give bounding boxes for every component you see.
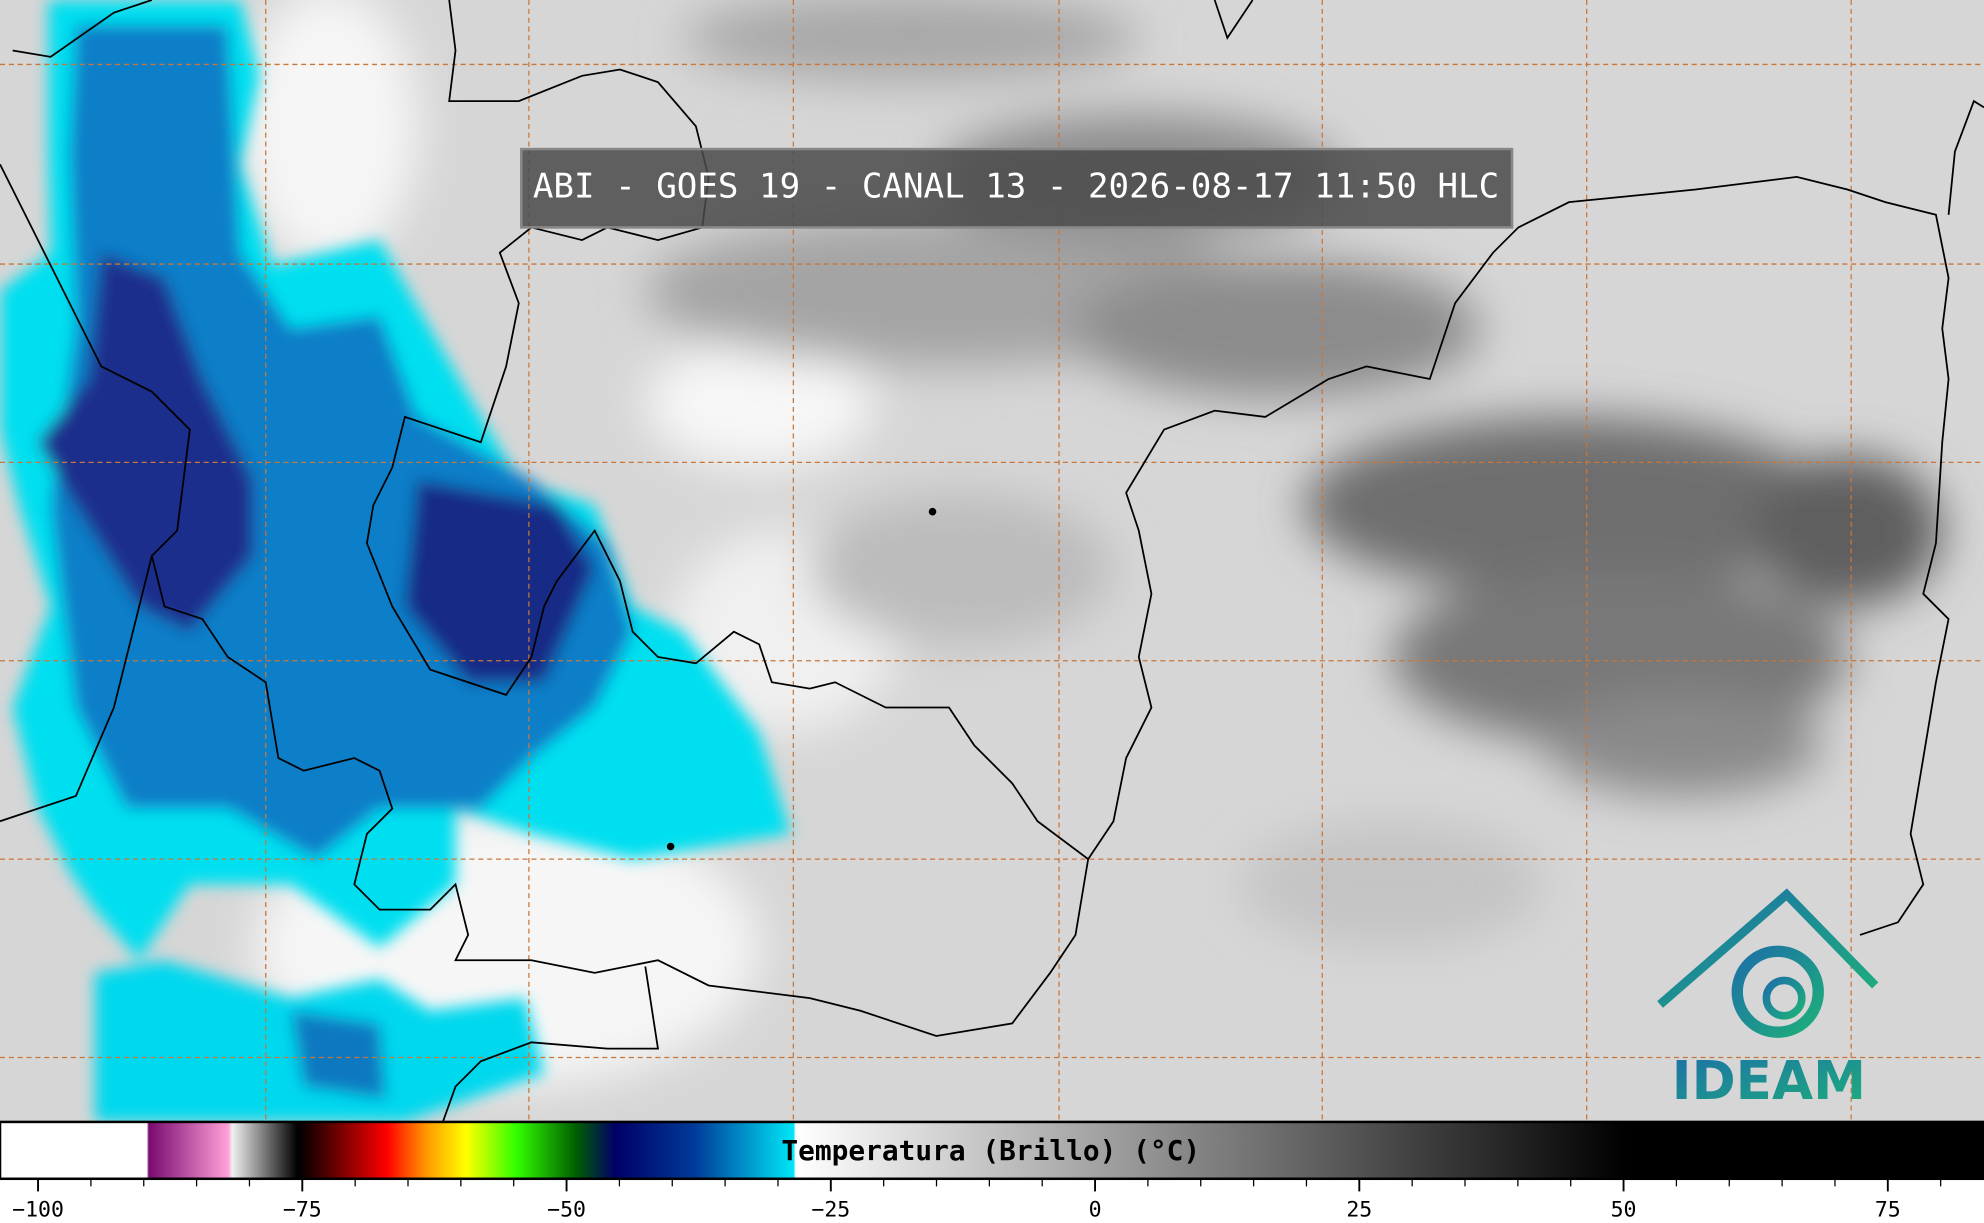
colorbar-tick-label: −100 [12, 1197, 64, 1222]
colorbar: Temperatura (Brillo) (°C) −100 −75 −50 −25 0… [0, 1120, 1984, 1222]
grid [0, 0, 1984, 1122]
logo: IDEAM [1657, 888, 1879, 1112]
colorbar-tick-label: 50 [1611, 1197, 1637, 1222]
colorbar-tick-label: 75 [1875, 1197, 1901, 1222]
borders [0, 0, 1984, 1123]
colorbar-label: Temperatura (Brillo) (°C) [781, 1134, 1200, 1167]
colorbar-tick-label: 25 [1346, 1197, 1372, 1222]
title: ABI - GOES 19 - CANAL 13 - 2026-08-17 11… [533, 167, 1499, 207]
city-marker [666, 842, 675, 851]
colorbar-tick-label: −25 [811, 1197, 850, 1222]
logo-text: IDEAM [1672, 1050, 1866, 1112]
colorbar-tick-label: −75 [283, 1197, 322, 1222]
colorbar-tick-label: 0 [1089, 1197, 1102, 1222]
city-marker [928, 507, 937, 516]
title-box: ABI - GOES 19 - CANAL 13 - 2026-08-17 11… [520, 147, 1514, 229]
colorbar-tick-label: −50 [547, 1197, 586, 1222]
